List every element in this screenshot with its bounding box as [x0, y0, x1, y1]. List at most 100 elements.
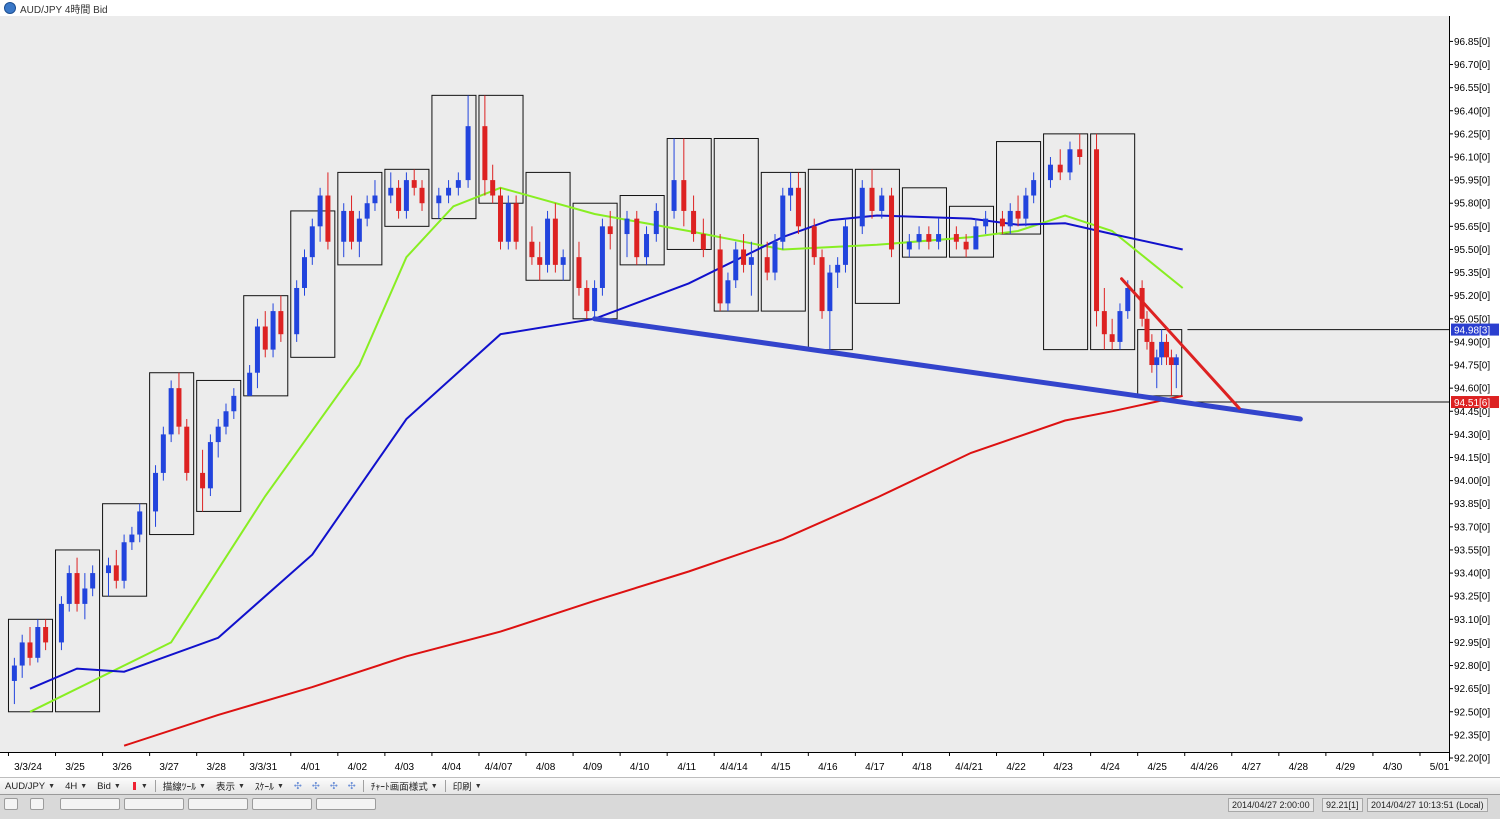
- candle-body: [160, 434, 166, 473]
- candle-body: [1164, 341, 1170, 358]
- candle-body: [121, 542, 127, 581]
- candle-body: [11, 665, 17, 681]
- candle-body: [772, 241, 778, 273]
- y-axis-tick-label: 92.20[0]: [1454, 754, 1490, 765]
- candle-body: [294, 287, 300, 335]
- cursor-price-status: 92.21[1]: [1322, 798, 1363, 812]
- daily-range-box: [760, 171, 806, 312]
- candle-body: [1149, 341, 1155, 366]
- y-axis-tick-label: 92.65[0]: [1454, 684, 1490, 695]
- price-tag-background: [1451, 396, 1499, 409]
- candle-body: [906, 241, 912, 250]
- y-axis-tick-label: 93.40[0]: [1454, 569, 1490, 580]
- zoom-in-vertical-icon: ✣: [329, 780, 338, 792]
- zoom-out-vertical-button[interactable]: ✣: [343, 779, 361, 793]
- x-axis-tick-label: 4/29: [1336, 762, 1356, 773]
- zoom-in-horizontal-button[interactable]: ✣: [289, 779, 307, 793]
- candle-body: [1007, 210, 1013, 227]
- daily-range-box: [1043, 133, 1089, 351]
- display-dropdown[interactable]: 表示 ▼: [211, 779, 250, 793]
- candle-body: [247, 372, 253, 396]
- candle-body: [725, 280, 731, 304]
- y-axis-tick-label: 94.30[0]: [1454, 430, 1490, 441]
- timeframe-dropdown[interactable]: 4H ▼: [60, 779, 92, 793]
- y-axis-tick-label: 96.85[0]: [1454, 37, 1490, 48]
- candle-body: [835, 264, 841, 273]
- window-tab[interactable]: [60, 798, 120, 810]
- candle-body: [105, 565, 111, 574]
- candle-body: [309, 226, 315, 258]
- draw-tools-dropdown[interactable]: 描線ﾂｰﾙ ▼: [158, 779, 211, 793]
- window-title: AUD/JPY 4時間 Bid: [20, 4, 108, 16]
- candle-body: [58, 603, 64, 643]
- candle-body: [372, 195, 378, 204]
- candle-body: [1015, 210, 1021, 219]
- window-tab[interactable]: [252, 798, 312, 810]
- candle-body: [35, 627, 41, 658]
- candle-body: [1154, 357, 1160, 366]
- candle-body: [926, 234, 932, 242]
- candlestick-chart[interactable]: 96.85[0] 96.70[0] 96.55[0] 96.40[0] 96.25[0]…: [0, 16, 1500, 777]
- trendline: [1120, 277, 1241, 410]
- daily-range-box: [713, 137, 759, 312]
- scale-dropdown[interactable]: ｽｹｰﾙ ▼: [250, 779, 289, 793]
- candle-body: [552, 218, 558, 265]
- zoom-in-horizontal-icon: ✣: [293, 780, 302, 792]
- candle-body: [270, 311, 276, 350]
- symbol-dropdown[interactable]: AUD/JPY ▼: [0, 779, 60, 793]
- price-type-label: Bid: [97, 780, 111, 792]
- x-axis-tick-label: 4/16: [818, 762, 838, 773]
- x-axis-tick-label: 4/23: [1053, 762, 1073, 773]
- candle-body: [465, 126, 471, 181]
- daily-range-box: [196, 379, 242, 512]
- zoom-in-vertical-button[interactable]: ✣: [325, 779, 343, 793]
- x-axis-tick-label: 3/3/31: [249, 762, 277, 773]
- y-axis-tick-label: 93.10[0]: [1454, 615, 1490, 626]
- candle-body: [607, 226, 613, 235]
- window-tab[interactable]: [188, 798, 248, 810]
- scroll-pause-button[interactable]: [30, 798, 44, 810]
- candle-body: [999, 218, 1005, 227]
- zoom-out-horizontal-button[interactable]: ✣: [307, 779, 325, 793]
- price-type-dropdown[interactable]: Bid ▼: [92, 779, 126, 793]
- candle-body: [599, 226, 605, 288]
- y-axis-tick-label: 95.20[0]: [1454, 291, 1490, 302]
- x-axis-tick-label: 4/25: [1147, 762, 1167, 773]
- daily-range-box: [384, 168, 430, 227]
- candle-body: [436, 195, 442, 204]
- window-tab[interactable]: [124, 798, 184, 810]
- chart-toolbar: AUD/JPY ▼ 4H ▼ Bid ▼ ▼ 描線ﾂｰﾙ ▼ 表示 ▼ ｽｹｰﾙ ▼ ✣ ✣…: [0, 777, 1500, 795]
- daily-range-box: [290, 210, 336, 358]
- x-axis-tick-label: 4/17: [865, 762, 885, 773]
- candle-body: [869, 187, 875, 211]
- candle-body: [545, 218, 551, 265]
- x-axis-tick-label: 4/30: [1383, 762, 1403, 773]
- candle-body: [482, 126, 488, 181]
- candle-color-dropdown[interactable]: ▼: [126, 779, 153, 793]
- candle-body: [74, 573, 80, 604]
- candle-body: [1109, 334, 1115, 342]
- scroll-left-button[interactable]: [4, 798, 18, 810]
- x-axis-tick-label: 4/4/26: [1190, 762, 1218, 773]
- print-dropdown[interactable]: 印刷 ▼: [448, 779, 487, 793]
- candle-body: [889, 195, 895, 250]
- candle-body: [301, 257, 307, 288]
- candle-body: [498, 195, 503, 242]
- candle-body: [700, 234, 706, 250]
- x-axis-tick-label: 5/01: [1430, 762, 1450, 773]
- chart-style-dropdown[interactable]: ﾁｬｰﾄ画面様式 ▼: [366, 779, 443, 793]
- candle-body: [356, 218, 362, 242]
- candle-body: [537, 257, 543, 265]
- candle-body: [231, 395, 237, 412]
- daily-range-box: [901, 187, 947, 258]
- daily-range-box: [996, 141, 1042, 235]
- candle-body: [592, 287, 598, 312]
- x-axis-tick-label: 4/22: [1006, 762, 1026, 773]
- candle-color-icon: [132, 782, 136, 790]
- candle-body: [983, 218, 989, 227]
- candle-body: [505, 203, 511, 242]
- x-axis-tick-label: 3/3/24: [14, 762, 42, 773]
- window-tab[interactable]: [316, 798, 376, 810]
- candle-body: [717, 249, 723, 304]
- y-axis-tick-label: 94.15[0]: [1454, 453, 1490, 464]
